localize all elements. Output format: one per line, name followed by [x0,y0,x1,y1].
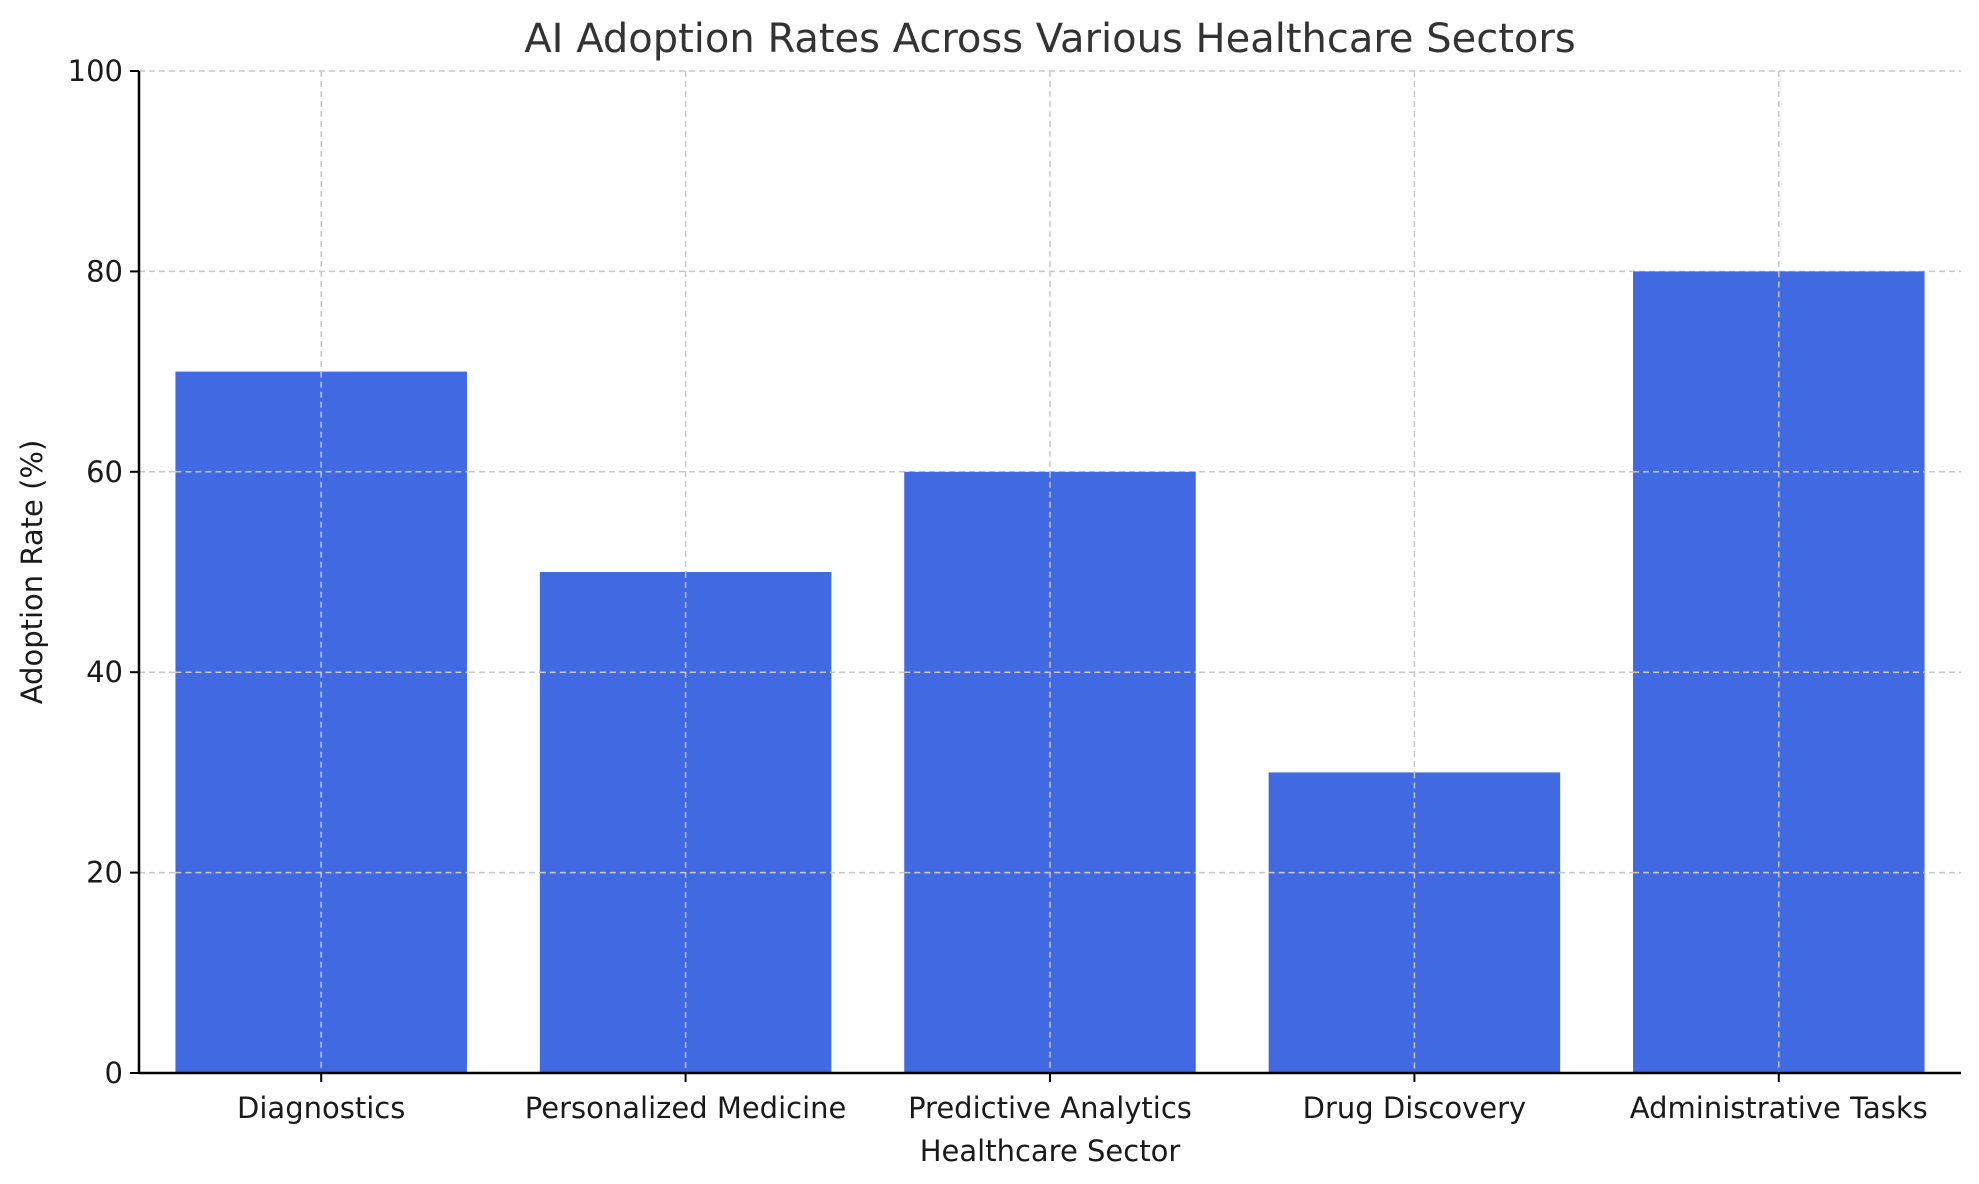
x-tick-label: Personalized Medicine [525,1091,847,1125]
x-axis-label: Healthcare Sector [920,1134,1181,1168]
ticks: 0 20 40 60 80 100 Diagnostics Personalized Medi… [68,54,1928,1125]
x-tick-label: Diagnostics [237,1091,405,1125]
y-tick-label: 0 [105,1056,123,1090]
y-tick-label: 80 [86,254,123,288]
y-axis-label: Adoption Rate (%) [15,440,49,705]
y-tick-label: 40 [86,655,123,689]
x-tick-label: Predictive Analytics [908,1091,1192,1125]
bars [175,271,1925,1074]
x-tick-label: Administrative Tasks [1630,1091,1928,1125]
chart-title: AI Adoption Rates Across Various Healthc… [524,16,1575,62]
x-tick-label: Drug Discovery [1303,1091,1527,1125]
y-tick-label: 60 [86,455,123,489]
y-tick-label: 20 [86,856,123,890]
y-tick-label: 100 [68,54,123,88]
